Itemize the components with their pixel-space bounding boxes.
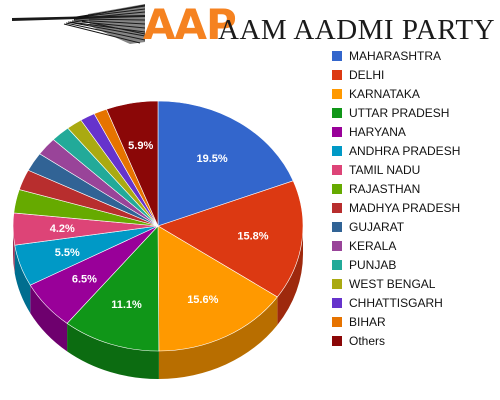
chart-legend: MAHARASHTRA DELHI KARNATAKA UTTAR PRADESH HA…: [332, 48, 498, 352]
legend-swatch: [332, 336, 342, 346]
pie-slice-delhi[interactable]: [157, 180, 304, 298]
legend-label: PUNJAB: [349, 258, 397, 272]
legend-label: RAJASTHAN: [349, 182, 421, 196]
legend-label: CHHATTISGARH: [349, 296, 443, 310]
pie-wall-karnataka: [158, 296, 278, 379]
legend-item[interactable]: KERALA: [332, 238, 498, 257]
pie-label-uttar-pradesh: 11.1%: [111, 299, 142, 311]
pie-label-tamil-nadu: 4.2%: [50, 223, 75, 235]
legend-swatch: [332, 51, 342, 61]
legend-label: KERALA: [349, 239, 397, 253]
header: AAP AAM AADMI PARTY: [0, 0, 500, 50]
legend-item[interactable]: MAHARASHTRA: [332, 48, 498, 67]
party-name: AAM AADMI PARTY: [218, 14, 496, 46]
legend-item[interactable]: UTTAR PRADESH: [332, 105, 498, 124]
legend-label: HARYANA: [349, 125, 406, 139]
legend-item[interactable]: BIHAR: [332, 314, 498, 333]
legend-item[interactable]: GUJARAT: [332, 219, 498, 238]
legend-label: TAMIL NADU: [349, 163, 421, 177]
legend-swatch: [332, 108, 342, 118]
logo-text-aa: AA: [143, 0, 207, 49]
legend-label: MAHARASHTRA: [349, 49, 442, 63]
pie-label-andhra-pradesh: 5.5%: [55, 247, 80, 259]
legend-swatch: [332, 260, 342, 270]
legend-item[interactable]: HARYANA: [332, 124, 498, 143]
legend-swatch: [332, 165, 342, 175]
legend-swatch: [332, 317, 342, 327]
broom-icon: [12, 4, 145, 44]
logo-text-p: P: [206, 0, 237, 49]
pie-side-walls: [13, 226, 303, 379]
legend-item[interactable]: MADHYA PRADESH: [332, 200, 498, 219]
legend-label: GUJARAT: [349, 220, 405, 234]
legend-label: Others: [349, 334, 386, 348]
pie-slice-karnataka[interactable]: [157, 225, 278, 352]
pie-label-maharashtra: 19.5%: [196, 153, 227, 165]
pie-slice-uttar-pradesh[interactable]: [66, 225, 160, 352]
legend-item[interactable]: Others: [332, 333, 498, 352]
legend-label: BIHAR: [349, 315, 386, 329]
pie-wall-haryana: [30, 285, 68, 352]
legend-item[interactable]: CHHATTISGARH: [332, 295, 498, 314]
legend-item[interactable]: DELHI: [332, 67, 498, 86]
legend-item[interactable]: PUNJAB: [332, 257, 498, 276]
pie-label-karnataka: 15.6%: [187, 294, 218, 306]
legend-item[interactable]: KARNATAKA: [332, 86, 498, 105]
legend-item[interactable]: RAJASTHAN: [332, 181, 498, 200]
legend-label: DELHI: [349, 68, 385, 82]
legend-swatch: [332, 70, 342, 80]
pie-slices: [12, 100, 304, 352]
pie-labels: 19.5% 15.8% 15.6% 11.1% 6.5% 5.5% 4.2% 5.9%: [50, 140, 269, 311]
legend-label: ANDHRA PRADESH: [349, 144, 461, 158]
legend-item[interactable]: ANDHRA PRADESH: [332, 143, 498, 162]
legend-swatch: [332, 279, 342, 289]
legend-label: UTTAR PRADESH: [349, 106, 450, 120]
pie-slice-others[interactable]: [106, 100, 159, 227]
legend-item[interactable]: WEST BENGAL: [332, 276, 498, 295]
pie-wall-andhra-pradesh: [14, 245, 31, 314]
legend-swatch: [332, 146, 342, 156]
legend-label: WEST BENGAL: [349, 277, 436, 291]
legend-item[interactable]: TAMIL NADU: [332, 162, 498, 181]
legend-label: MADHYA PRADESH: [349, 201, 461, 215]
pie-wall-delhi: [277, 226, 303, 325]
pie-label-delhi: 15.8%: [237, 231, 268, 243]
pie-slice-maharashtra[interactable]: [157, 100, 294, 227]
legend-swatch: [332, 184, 342, 194]
aap-logo: AAP: [143, 0, 237, 49]
legend-swatch: [332, 89, 342, 99]
legend-label: KARNATAKA: [349, 87, 420, 101]
legend-swatch: [332, 203, 342, 213]
pie-label-haryana: 6.5%: [72, 274, 97, 286]
legend-swatch: [332, 222, 342, 232]
pie-wall-uttar-pradesh: [67, 323, 159, 379]
legend-swatch: [332, 298, 342, 308]
legend-swatch: [332, 241, 342, 251]
pie-label-others: 5.9%: [128, 140, 153, 152]
legend-swatch: [332, 127, 342, 137]
